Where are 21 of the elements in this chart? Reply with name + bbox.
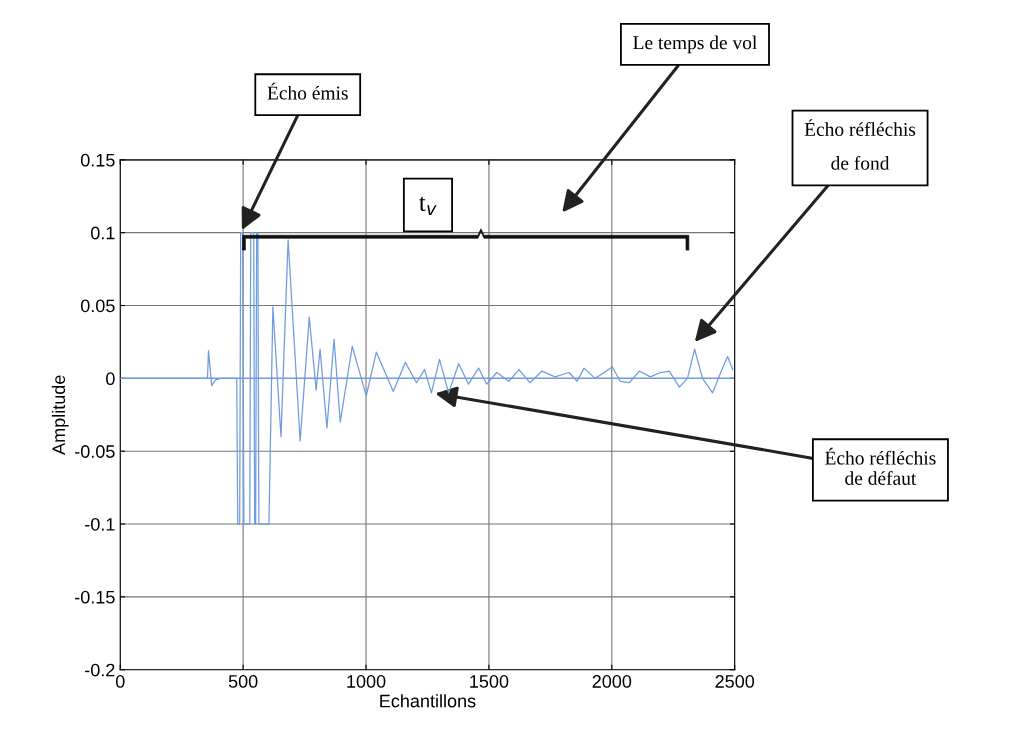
y-tick-label: -0.2 <box>85 663 115 677</box>
y-tick-label: 0.1 <box>90 226 115 240</box>
y-axis-title: Amplitude <box>51 375 69 455</box>
x-tick-label: 2000 <box>592 675 632 688</box>
text: Écho réfléchis de fond <box>804 119 916 170</box>
y-tick-label: -0.15 <box>75 590 115 604</box>
x-tick-label: 0 <box>115 675 125 688</box>
x-tick-label: 1000 <box>347 675 386 688</box>
x-tick-label: 1500 <box>470 675 509 688</box>
x-tick-label: 500 <box>228 675 258 688</box>
annotation: Écho réfléchis de défaut <box>825 447 936 485</box>
text: Le temps de vol <box>633 35 757 54</box>
annotation: t$_{v}$ <box>419 196 437 215</box>
x-axis-title: Echantillons <box>380 694 476 708</box>
x-tick-label: 2500 <box>715 675 755 688</box>
y-tick-label: -0.05 <box>75 445 115 458</box>
y-tick-label: 0.15 <box>80 153 115 167</box>
y-tick-label: 0 <box>106 372 115 386</box>
y-tick-label: -0.1 <box>85 517 115 531</box>
y-tick-label: 0.05 <box>80 299 115 313</box>
annotation: Écho émis <box>267 82 348 100</box>
